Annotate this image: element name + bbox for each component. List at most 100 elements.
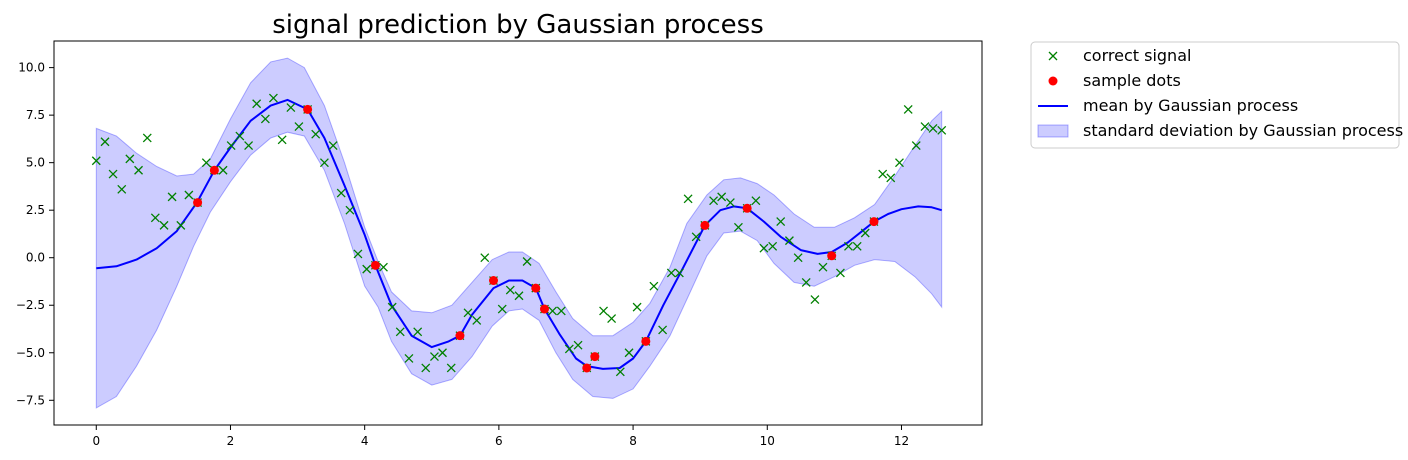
- correct-signal-point-99: [928, 123, 938, 133]
- legend-swatch-correct-signal: [1048, 51, 1058, 61]
- correct-signal-point-64: [632, 302, 642, 312]
- correct-signal-point-22: [277, 135, 287, 145]
- correct-signal-point-7: [150, 213, 160, 223]
- x-tick-label-5: 10: [760, 434, 775, 448]
- y-tick-label-0: −7.5: [16, 393, 45, 407]
- correct-signal-point-16: [226, 141, 236, 151]
- chart-title: signal prediction by Gaussian process: [272, 10, 764, 40]
- correct-signal-point-75: [725, 198, 735, 208]
- correct-signal-point-32: [362, 264, 372, 274]
- correct-signal-point-18: [244, 141, 254, 151]
- legend-label-0: correct signal: [1083, 46, 1191, 65]
- correct-signal-point-29: [336, 188, 346, 198]
- correct-signal-point-100: [937, 125, 947, 135]
- correct-signal-point-30: [345, 205, 355, 215]
- y-tick-label-3: 0.0: [26, 251, 45, 265]
- correct-signal-point-36: [395, 327, 405, 337]
- legend-swatch-sample-dots: [1048, 76, 1058, 86]
- x-tick-label-0: 0: [92, 434, 100, 448]
- correct-signal-point-34: [379, 262, 388, 272]
- x-tick-label-2: 4: [361, 434, 369, 448]
- correct-signal-point-31: [353, 249, 363, 259]
- correct-signal-point-84: [801, 277, 811, 287]
- correct-signal-point-19: [252, 99, 262, 109]
- correct-signal-point-63: [624, 348, 634, 358]
- correct-signal-point-66: [649, 281, 659, 291]
- sample-dot-1: [209, 165, 219, 175]
- correct-signal-point-48: [497, 304, 507, 314]
- correct-signal-point-20: [260, 114, 270, 124]
- correct-signal-point-10: [176, 220, 186, 230]
- correct-signal-point-24: [294, 122, 304, 132]
- x-tick-label-6: 12: [894, 434, 909, 448]
- correct-signal-point-1: [100, 137, 110, 147]
- axis-ticks: 0 2 4 6 8 10 12 −7.5 −5.0 −2.5 0.0 2.5 5.0 7.5 10.0: [16, 61, 909, 448]
- correct-signal-point-8: [159, 220, 169, 230]
- correct-signal-point-70: [683, 194, 693, 204]
- sample-dot-0: [193, 198, 203, 208]
- legend: correct signal sample dots mean by Gaussia…: [1030, 41, 1403, 149]
- correct-signal-point-37: [404, 354, 414, 363]
- correct-signal-point-54: [548, 306, 558, 316]
- correct-signal-point-60: [599, 306, 609, 316]
- correct-signal-point-89: [844, 241, 853, 251]
- y-tick-label-4: 2.5: [26, 203, 45, 217]
- correct-signal-point-0: [91, 156, 101, 166]
- correct-signal-point-61: [607, 314, 617, 324]
- correct-signal-point-35: [387, 302, 397, 312]
- correct-signal-point-57: [573, 340, 583, 350]
- correct-signal-point-17: [235, 131, 245, 141]
- y-tick-label-2: −2.5: [16, 298, 45, 312]
- legend-label-2: mean by Gaussian process: [1083, 96, 1298, 115]
- correct-signal-point-28: [328, 141, 338, 151]
- correct-signal-point-74: [717, 192, 727, 202]
- correct-signal-point-46: [480, 253, 490, 263]
- sample-dot-13: [827, 251, 837, 261]
- correct-signal-point-40: [430, 352, 439, 362]
- y-tick-label-7: 10.0: [18, 61, 45, 75]
- correct-signal-point-80: [768, 241, 778, 251]
- std-band: [95, 57, 943, 409]
- x-tick-label-1: 2: [227, 434, 235, 448]
- correct-signal-point-97: [911, 141, 921, 151]
- correct-signal-point-88: [835, 268, 845, 278]
- correct-signal-point-85: [810, 295, 820, 304]
- correct-signal-point-71: [691, 232, 701, 242]
- correct-signal-point-95: [895, 158, 904, 168]
- correct-signal-point-81: [776, 217, 786, 227]
- correct-signal-point-44: [463, 308, 473, 318]
- correct-signal-point-91: [860, 228, 870, 238]
- correct-signal-point-83: [793, 253, 803, 263]
- correct-signal-point-69: [674, 268, 684, 278]
- correct-signal-point-98: [920, 122, 930, 132]
- correct-signal-point-73: [709, 196, 719, 206]
- legend-frame: [1030, 41, 1400, 149]
- correct-signal-point-50: [514, 291, 524, 301]
- correct-signal-point-3: [117, 184, 127, 194]
- correct-signal-point-38: [413, 327, 423, 337]
- sample-dot-12: [742, 203, 752, 213]
- correct-signal-point-45: [472, 315, 482, 325]
- sample-dot-14: [869, 217, 879, 227]
- correct-signal-point-62: [615, 367, 625, 377]
- sample-dot-10: [641, 336, 651, 346]
- sample-dot-7: [540, 304, 550, 314]
- correct-signal-point-79: [759, 243, 769, 253]
- correct-signal-point-4: [125, 154, 135, 164]
- correct-signal-point-11: [184, 190, 194, 200]
- correct-signal-point-82: [784, 236, 794, 246]
- correct-signal-point-13: [201, 158, 211, 168]
- sample-dot-3: [370, 260, 380, 270]
- y-tick-label-6: 7.5: [26, 108, 45, 122]
- sample-dot-4: [455, 331, 465, 341]
- sample-dot-9: [590, 352, 600, 362]
- correct-signal-point-93: [878, 169, 888, 179]
- correct-signal-point-56: [564, 344, 574, 354]
- correct-signal-point-49: [505, 285, 515, 295]
- correct-signal-point-39: [421, 363, 431, 373]
- correct-signal-point-55: [556, 306, 566, 316]
- sample-dot-5: [489, 276, 499, 286]
- correct-signal-point-67: [658, 325, 668, 335]
